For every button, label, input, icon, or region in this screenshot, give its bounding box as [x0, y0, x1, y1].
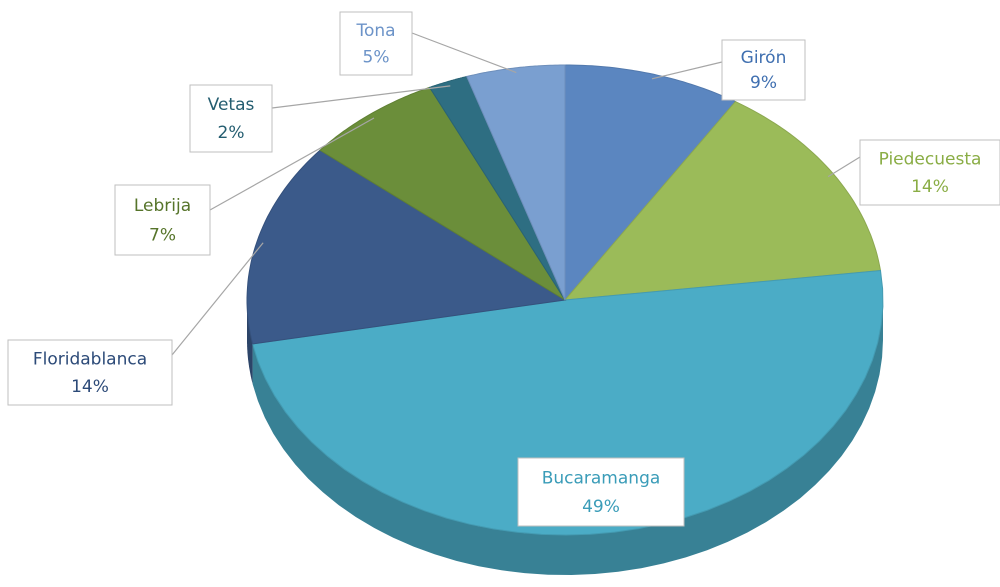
slice	[466, 64, 566, 301]
label-box	[114, 184, 211, 256]
slice	[563, 100, 882, 301]
slice-side	[252, 300, 884, 575]
category-label: Lebrija	[134, 196, 191, 216]
label-box	[339, 11, 413, 76]
value-label: 14%	[911, 177, 949, 197]
slice	[319, 86, 566, 301]
label-box	[859, 139, 1000, 206]
label-box	[7, 339, 173, 406]
category-label: Floridablanca	[33, 350, 147, 370]
slice	[428, 75, 566, 301]
category-label: Tona	[355, 21, 395, 41]
leader-line	[411, 32, 517, 74]
category-label: Piedecuesta	[879, 150, 982, 170]
leader-line	[271, 85, 451, 109]
leader-line	[171, 242, 264, 356]
value-label: 9%	[750, 73, 777, 93]
category-label: Girón	[741, 48, 787, 68]
slice-side	[247, 300, 253, 384]
slice	[246, 149, 567, 345]
category-label: Vetas	[208, 95, 255, 115]
label-box	[721, 39, 806, 101]
slice	[251, 269, 884, 536]
label-box	[189, 84, 273, 153]
value-label: 2%	[218, 123, 245, 143]
label-box	[517, 457, 685, 527]
category-label: Bucaramanga	[542, 468, 661, 488]
value-label: 5%	[363, 47, 390, 67]
leader-line	[651, 61, 723, 80]
value-label: 49%	[582, 497, 620, 517]
leader-line	[827, 156, 861, 178]
value-label: 14%	[71, 377, 109, 397]
value-label: 7%	[149, 225, 176, 245]
leader-line	[209, 117, 375, 211]
slice	[564, 64, 737, 302]
